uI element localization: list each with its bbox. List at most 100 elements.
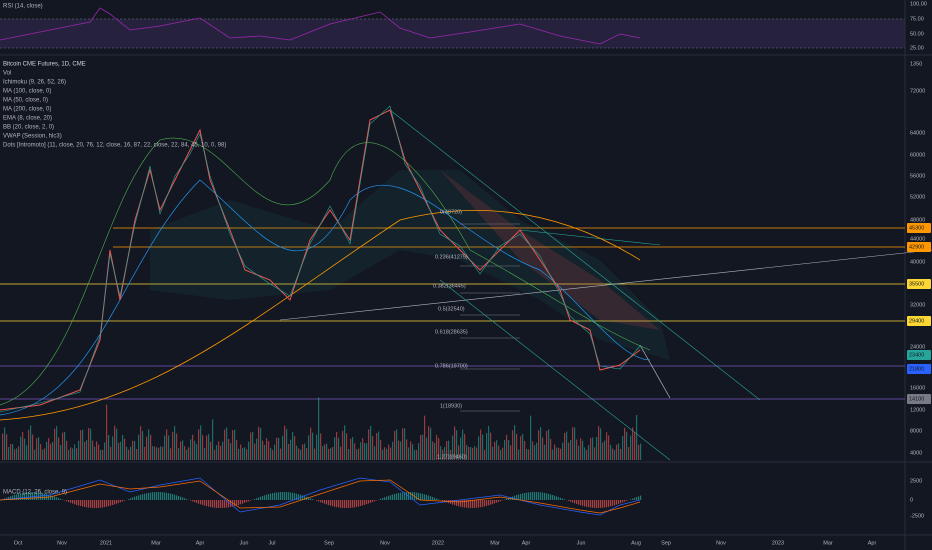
histogram-bar <box>116 500 118 504</box>
volume-bar <box>168 435 170 460</box>
volume-bar <box>362 438 364 460</box>
volume-bar <box>394 430 396 460</box>
histogram-bar <box>490 500 492 505</box>
histogram-bar <box>74 500 76 505</box>
volume-bar <box>324 444 326 460</box>
volume-bar <box>434 442 436 460</box>
price-tag: 42900 <box>909 244 924 250</box>
volume-bar <box>352 437 354 460</box>
histogram-bar <box>524 492 526 500</box>
histogram-bar <box>40 492 42 500</box>
histogram-bar <box>452 500 454 505</box>
histogram-bar <box>310 498 312 500</box>
histogram-bar <box>118 500 120 503</box>
histogram-bar <box>90 500 92 508</box>
volume-bar <box>414 449 416 460</box>
price-tick: 4000 <box>910 450 922 456</box>
time-tick: Jun <box>240 540 249 546</box>
volume-bar <box>118 442 120 460</box>
volume-bar <box>448 440 450 460</box>
volume-bar <box>196 444 198 460</box>
histogram-bar <box>282 492 284 500</box>
rsi-label: RSI (14, close) <box>3 4 43 10</box>
volume-bar <box>182 440 184 460</box>
volume-bar <box>164 435 166 460</box>
histogram-bar <box>318 500 320 502</box>
histogram-bar <box>532 492 534 500</box>
histogram-bar <box>576 500 578 505</box>
rsi-tick: 50.00 <box>910 31 924 37</box>
histogram-bar <box>28 492 30 500</box>
volume-bar <box>56 426 58 460</box>
histogram-bar <box>186 499 188 500</box>
volume-bar <box>100 449 102 460</box>
volume-bar <box>528 449 530 460</box>
volume-bar <box>244 447 246 460</box>
histogram-bar <box>34 492 36 500</box>
histogram-bar <box>26 492 28 500</box>
price-tick: 40000 <box>910 259 925 265</box>
histogram-bar <box>484 500 486 507</box>
volume-bar <box>232 430 234 460</box>
histogram-bar <box>354 500 356 508</box>
volume-bar <box>418 443 420 460</box>
histogram-bar <box>240 500 242 505</box>
histogram-bar <box>550 494 552 500</box>
histogram-bar <box>58 498 60 500</box>
histogram-bar <box>592 500 594 508</box>
volume-bar <box>18 446 20 460</box>
time-tick: Nov <box>380 540 390 546</box>
volume-bar <box>384 447 386 460</box>
volume-bar <box>516 433 518 460</box>
histogram-bar <box>394 493 396 500</box>
volume-bar <box>446 441 448 460</box>
histogram-bar <box>500 500 502 502</box>
volume-bar <box>206 435 208 460</box>
histogram-bar <box>140 494 142 500</box>
volume-bar <box>608 435 610 460</box>
trend-line <box>519 229 661 246</box>
volume-bar <box>482 434 484 460</box>
volume-bar <box>466 445 468 460</box>
volume-bar <box>114 425 116 460</box>
trend-line <box>389 109 761 401</box>
rsi-line <box>0 7 641 45</box>
histogram-bar <box>602 500 604 508</box>
histogram-bar <box>312 499 314 500</box>
volume-bar <box>574 427 576 460</box>
volume-bar <box>348 449 350 460</box>
histogram-bar <box>456 500 458 506</box>
histogram-bar <box>164 492 166 500</box>
volume-bar <box>302 444 304 460</box>
indicator-label: Vol <box>3 71 11 77</box>
histogram-bar <box>358 500 360 507</box>
volume-bar <box>440 446 442 460</box>
histogram-bar <box>14 494 16 500</box>
histogram-bar <box>570 500 572 502</box>
volume-bar <box>4 427 6 460</box>
histogram-bar <box>392 494 394 500</box>
volume-bar <box>488 426 490 460</box>
histogram-bar <box>202 500 204 506</box>
histogram-bar <box>194 500 196 503</box>
volume-bar <box>600 428 602 460</box>
volume-bar <box>38 437 40 460</box>
histogram-bar <box>54 496 56 500</box>
volume-bar <box>490 432 492 460</box>
volume-bar <box>474 446 476 460</box>
volume-bar <box>238 448 240 460</box>
histogram-bar <box>258 497 260 500</box>
histogram-bar <box>214 500 216 508</box>
histogram-bar <box>438 499 440 500</box>
histogram-bar <box>596 500 598 508</box>
volume-bar <box>174 426 176 460</box>
histogram-bar <box>552 495 554 500</box>
volume-bar <box>506 434 508 460</box>
volume-bar <box>632 427 634 460</box>
histogram-bar <box>144 493 146 500</box>
histogram-bar <box>480 500 482 508</box>
volume-bar <box>386 448 388 460</box>
volume-bar <box>612 448 614 460</box>
histogram-bar <box>142 494 144 500</box>
